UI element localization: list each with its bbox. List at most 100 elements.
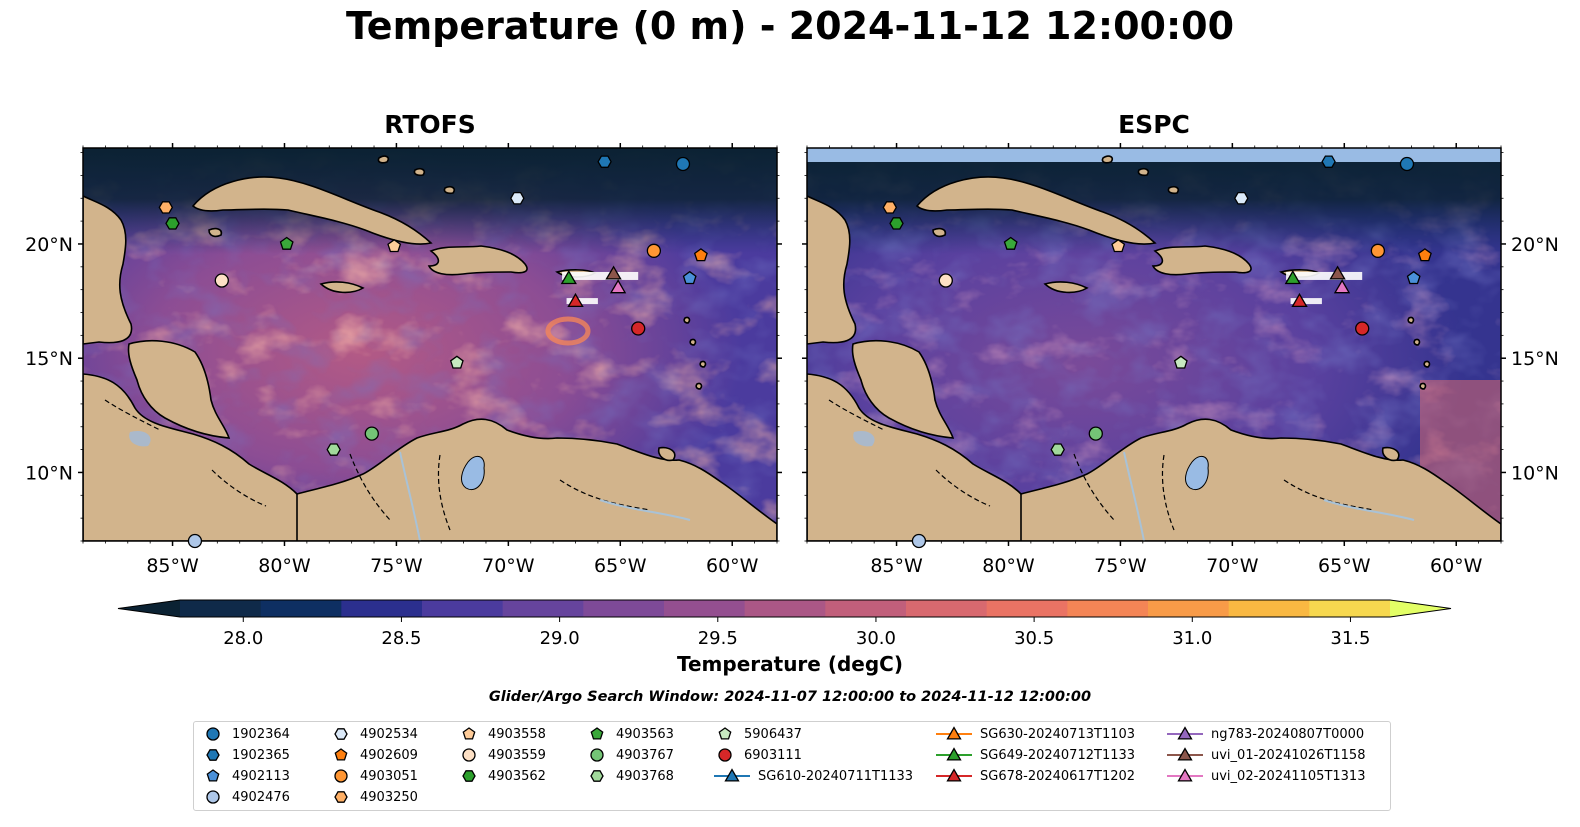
marker-4903250 (158, 201, 174, 214)
legend-item: 4903563 (586, 724, 674, 744)
marker-1902364 (1399, 156, 1415, 172)
colorbar-bin (422, 600, 504, 617)
marker-uvi_01-20241026t1158 (605, 265, 622, 280)
legend-marker-icon (590, 727, 604, 740)
search-window-caption: Glider/Argo Search Window: 2024-11-07 12… (488, 689, 1092, 705)
legend-label: 4903768 (616, 768, 674, 784)
legend-marker-icon (334, 769, 348, 783)
marker-uvi_02-20241105t1313 (1333, 279, 1351, 294)
marker-4903767 (1088, 426, 1103, 441)
legend-marker (334, 748, 348, 761)
legend-item: 1902365 (202, 745, 290, 765)
legend-label: 4903563 (616, 726, 674, 742)
marker-sg649-20240712t1133 (1284, 269, 1301, 285)
legend-marker (1177, 747, 1193, 761)
legend-marker (462, 727, 476, 740)
legend-marker-icon (714, 768, 750, 782)
lon-tick-label: 65°W (594, 555, 647, 577)
legend-marker (206, 749, 220, 761)
lon-tick-label: 75°W (370, 555, 423, 577)
legend-marker (724, 768, 740, 782)
legend-label: 4903558 (488, 726, 546, 742)
legend-label: uvi_02-20241105T1313 (1211, 768, 1366, 784)
colorbar-bin (744, 600, 826, 617)
espc-missing-data-band (807, 148, 1501, 162)
marker-5906437 (449, 355, 464, 369)
legend-label: 6903111 (744, 747, 802, 763)
legend-item: 4903559 (458, 745, 546, 765)
legend-marker (590, 770, 604, 782)
legend-label: 1902364 (232, 726, 290, 742)
colorbar-bin (906, 600, 988, 617)
lake-maracaibo (461, 455, 485, 490)
legend-marker (590, 727, 604, 740)
legend-marker-icon (462, 727, 476, 740)
colorbar-bin (1228, 600, 1310, 617)
marker-4902113 (1406, 270, 1421, 285)
legend-item: 4902534 (330, 724, 418, 744)
marker-4903250 (882, 201, 898, 214)
marker-4902534 (510, 191, 525, 205)
lat-tick-label: 15°N (1511, 348, 1559, 370)
legend-marker-icon (936, 726, 972, 740)
marker-5906437 (1173, 355, 1188, 369)
legend-marker (718, 748, 732, 762)
marker-4903767 (364, 426, 379, 441)
marker-1902365 (597, 155, 612, 168)
rivers (399, 451, 691, 541)
lake-nicaragua (129, 430, 151, 447)
legend-marker-icon (334, 728, 348, 740)
marker-4902113 (682, 270, 697, 285)
marker-4903563 (279, 236, 294, 250)
marker-4903051 (1370, 243, 1386, 258)
rtofs-panel-title: RTOFS (384, 110, 476, 139)
legend-marker (334, 769, 348, 783)
legend-label: 4903051 (360, 768, 418, 784)
marker-6903111 (631, 321, 646, 336)
temperature-colorbar: 28.0 28.5 29.0 29.5 30.0 30.5 31.0 31.5 (117, 599, 1452, 649)
marker-4903768 (1050, 443, 1065, 456)
legend-marker (206, 790, 220, 804)
figure-title: Temperature (0 m) - 2024-11-12 12:00:00 (345, 4, 1235, 48)
lon-tick-label: 85°W (870, 555, 923, 577)
colorbar-label: Temperature (degC) (677, 652, 903, 676)
rtofs-map-panel (83, 148, 777, 541)
colorbar-tick-label: 30.5 (1014, 628, 1054, 649)
colorbar-bin (664, 600, 746, 617)
colorbar-under-arrow (118, 600, 180, 617)
legend-item: 4903767 (586, 745, 674, 765)
marker-4903559 (938, 273, 953, 288)
colorbar-bin (260, 600, 342, 617)
lat-tick-label: 10°N (1511, 462, 1559, 484)
legend-label: 5906437 (744, 726, 802, 742)
legend-item: uvi_01-20241026T1158 (1167, 745, 1365, 765)
legend-marker-icon (206, 790, 220, 804)
platform-legend: 1902364 1902365 4902113 4902476 4902534 49026… (193, 721, 1391, 811)
legend-item: SG649-20240712T1133 (936, 745, 1135, 765)
legend-marker (590, 748, 604, 762)
legend-item: 4903250 (330, 787, 418, 807)
legend-item: 5906437 (714, 724, 802, 744)
marker-4903051 (646, 243, 662, 258)
legend-item: SG610-20240711T1133 (714, 766, 913, 786)
marker-1902364 (675, 156, 691, 172)
lon-tick-label: 70°W (482, 555, 535, 577)
legend-marker (206, 727, 220, 741)
marker-uvi_01-20241026t1158 (1329, 265, 1346, 280)
marker-4903562 (889, 217, 904, 230)
legend-item: SG678-20240617T1202 (936, 766, 1135, 786)
legend-marker-icon (206, 769, 220, 782)
legend-label: SG610-20240711T1133 (758, 768, 914, 784)
legend-marker (462, 770, 476, 782)
marker-4903563 (1003, 236, 1018, 250)
marker-4903559 (214, 273, 229, 288)
colorbar-tick-label: 31.5 (1330, 628, 1370, 649)
legend-marker-icon (936, 768, 972, 782)
colorbar-tick-label: 29.5 (698, 628, 738, 649)
marker-uvi_02-20241105t1313 (609, 279, 627, 294)
legend-marker-icon (206, 727, 220, 741)
legend-marker-icon (206, 749, 220, 761)
legend-label: 4902476 (232, 789, 290, 805)
legend-item: uvi_02-20241105T1313 (1167, 766, 1365, 786)
legend-marker-icon (1167, 726, 1203, 740)
